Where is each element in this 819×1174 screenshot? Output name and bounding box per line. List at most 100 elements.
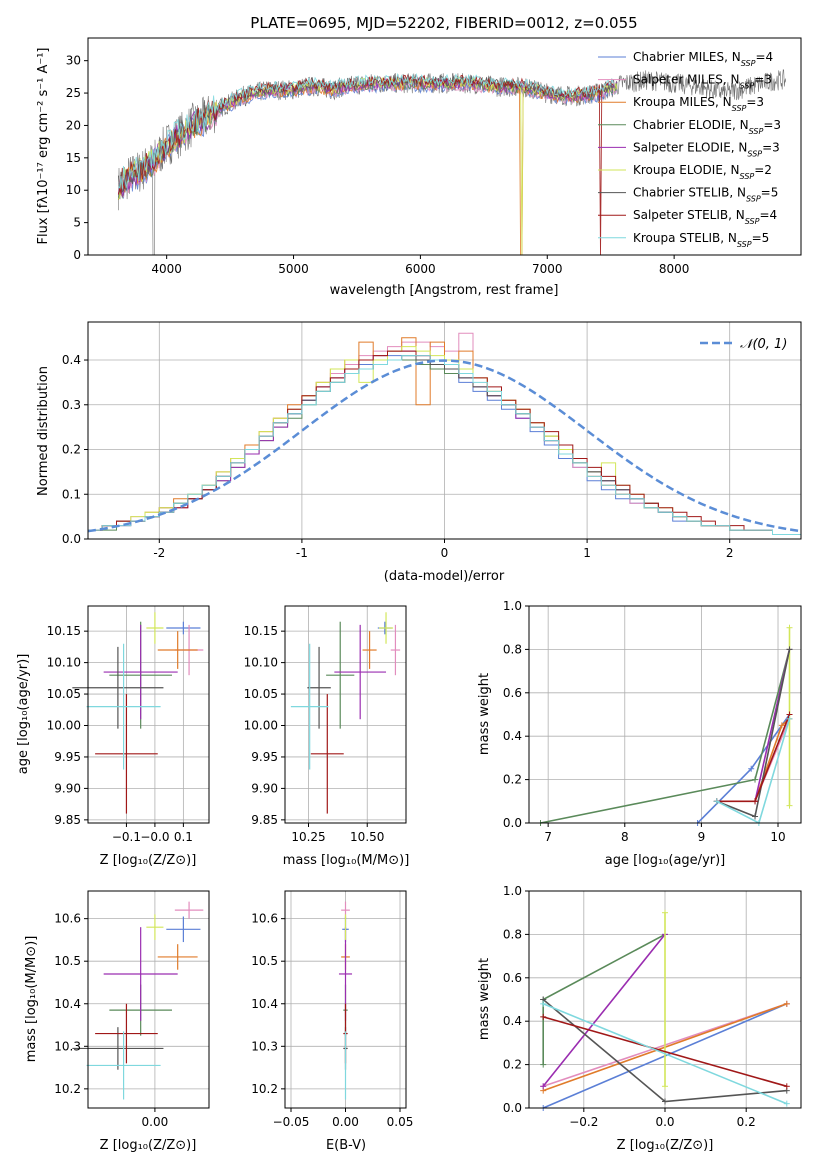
legend-label-salpeter_elodie: Salpeter ELODIE, NSSP=3 [633, 140, 780, 158]
mass-vs-z-xlabel: Z [log₁₀(Z/Z⊙)] [100, 1138, 197, 1153]
p-wAge-ytick-label: 0.4 [503, 729, 522, 743]
legend-label-kroupa_miles: Kroupa MILES, NSSP=3 [633, 95, 764, 113]
p-spectrum-ytick-label: 30 [66, 54, 81, 68]
mass-vs-z-grid [88, 891, 209, 1108]
p-massE-ytick-label: 10.5 [251, 954, 278, 968]
gaussian-curve [87, 359, 802, 533]
p-ageZ-xtick-label: −0.1 [112, 830, 141, 844]
p-wAge-ytick-label: 0.8 [503, 642, 522, 656]
legend-label-kroupa_elodie: Kroupa ELODIE, NSSP=2 [633, 163, 772, 181]
p-ageM-ytick-label: 10.00 [244, 719, 278, 733]
mass-vs-z-panel: 0.00 10.2 10.3 10.4 10.5 10.6 Z [log₁₀(Z/Z⊙)]… [24, 890, 210, 1153]
p-massZ-ytick-label: 10.3 [54, 1039, 81, 1053]
weight-vs-z-ylabel: mass weight [477, 958, 492, 1040]
p-massE-xtick-label: 0.00 [332, 1115, 359, 1129]
legend-label-salpeter_miles: Salpeter MILES, NSSP=3 [633, 73, 772, 91]
p-spectrum-ytick-label: 15 [66, 151, 81, 165]
p-spectrum-ytick-label: 5 [73, 216, 81, 230]
p-massZ-ytick-label: 10.2 [54, 1082, 81, 1096]
age-vs-mass-xlabel: mass [log₁₀(M/M⊙)] [283, 853, 410, 868]
age-vs-z-ticks: −0.1 −0.0 0.1 9.85 9.90 9.95 10.00 10.05 10.10 10… [47, 624, 193, 844]
age-vs-z-panel: −0.1 −0.0 0.1 9.85 9.90 9.95 10.00 10.05 10.10 10… [16, 605, 210, 868]
p-wAge-xtick-label: 8 [621, 830, 629, 844]
p-massZ-xtick-label: 0.00 [142, 1115, 169, 1129]
spectrum-panel: PLATE=0695, MJD=52202, FIBERID=0012, z=0… [36, 14, 802, 298]
spectrum-marks [117, 69, 787, 256]
p-massZ-ytick-label: 10.4 [54, 997, 81, 1011]
model-spectrum-kroupa_stelib [118, 72, 614, 189]
p-hist-xtick-label: 1 [583, 546, 591, 560]
p-spectrum-ytick-label: 10 [66, 183, 81, 197]
p-massE-ytick-label: 10.4 [251, 997, 278, 1011]
weight-vs-age-marks [537, 624, 793, 826]
p-ageZ-ytick-label: 10.05 [47, 687, 81, 701]
mass-vs-ebv-ticks: −0.05 0.00 0.05 10.2 10.3 10.4 10.5 10.6 [251, 912, 413, 1129]
age-vs-z-marks [72, 612, 204, 814]
spectrum-ticks: 4000 5000 6000 7000 8000 0 5 10 15 20 25 30 [66, 54, 690, 276]
mass-vs-z-frame [87, 890, 210, 1109]
p-hist-xtick-label: -1 [296, 546, 308, 560]
p-hist-ytick-label: 0.2 [62, 443, 81, 457]
p-wZ-xtick-label: −0.2 [569, 1115, 598, 1129]
p-ageZ-xtick-label: −0.0 [140, 830, 169, 844]
legend-label-chabrier_stelib: Chabrier STELIB, NSSP=5 [633, 186, 778, 204]
legend-label-chabrier_miles: Chabrier MILES, NSSP=4 [633, 50, 773, 68]
spectrum-xlabel: wavelength [Angstrom, rest frame] [330, 283, 559, 298]
p-ageM-xtick-label: 10.25 [291, 830, 325, 844]
p-ageZ-ytick-label: 10.00 [47, 719, 81, 733]
p-hist-ytick-label: 0.0 [62, 532, 81, 546]
histogram-panel: -2 -1 0 1 2 0.0 0.1 0.2 0.3 0.4 (data-model)/erro… [36, 321, 802, 584]
p-hist-xtick-label: -2 [153, 546, 165, 560]
p-massZ-ytick-label: 10.5 [54, 954, 81, 968]
p-wZ-ytick-label: 0.0 [503, 1101, 522, 1115]
legend-label-kroupa_stelib: Kroupa STELIB, NSSP=5 [633, 231, 769, 249]
mass-vs-z-marks [72, 901, 204, 1100]
p-massE-ytick-label: 10.2 [251, 1082, 278, 1096]
weight-vs-age-ylabel: mass weight [477, 673, 492, 755]
p-wZ-line-salpeter_stelib [542, 1016, 788, 1088]
model-spectrum-chabrier_stelib [117, 74, 614, 193]
p-wAge-ytick-label: 0.2 [503, 773, 522, 787]
spectrum-ylabel: Flux [fλ10⁻¹⁷ erg cm⁻² s⁻¹ A⁻¹] [36, 48, 51, 245]
p-wZ-ytick-label: 0.6 [503, 971, 522, 985]
mass-vs-z-ylabel: mass [log₁₀(M/M⊙)] [24, 936, 39, 1063]
p-ageM-ytick-label: 9.85 [251, 813, 278, 827]
p-massE-ytick-label: 10.3 [251, 1039, 278, 1053]
p-wAge-ytick-label: 1.0 [503, 599, 522, 613]
p-ageM-ytick-label: 10.05 [244, 687, 278, 701]
p-spectrum-xtick-label: 7000 [532, 262, 563, 276]
p-hist-ytick-label: 0.1 [62, 487, 81, 501]
weight-vs-z-panel: −0.2 0.0 0.2 0.0 0.2 0.4 0.6 0.8 1.0 Z [log₁₀(Z/… [477, 884, 802, 1153]
mass-vs-z-ticks: 0.00 10.2 10.3 10.4 10.5 10.6 [54, 912, 168, 1129]
p-hist-ytick-label: 0.4 [62, 353, 81, 367]
histogram-xlabel: (data-model)/error [384, 569, 505, 584]
age-vs-z-ylabel: age [log₁₀(age/yr)] [16, 654, 31, 775]
p-spectrum-ytick-label: 20 [66, 118, 81, 132]
weight-vs-age-xlabel: age [log₁₀(age/yr)] [605, 853, 726, 868]
spectrum-frame [87, 37, 802, 256]
p-ageM-ytick-label: 9.95 [251, 750, 278, 764]
weight-vs-age-frame [528, 605, 802, 824]
p-hist-ytick-label: 0.3 [62, 398, 81, 412]
p-wZ-xtick-label: 0.2 [737, 1115, 756, 1129]
spectrum-legend: Chabrier MILES, NSSP=4 Salpeter MILES, NS… [598, 50, 781, 248]
p-ageZ-xtick-label: 0.1 [174, 830, 193, 844]
p-spectrum-xtick-label: 4000 [151, 262, 182, 276]
legend-label-chabrier_elodie: Chabrier ELODIE, NSSP=3 [633, 118, 781, 136]
p-hist-xtick-label: 0 [441, 546, 449, 560]
age-vs-z-xlabel: Z [log₁₀(Z/Z⊙)] [100, 853, 197, 868]
p-ageZ-ytick-label: 10.10 [47, 656, 81, 670]
age-vs-mass-ticks: 10.25 10.50 9.85 9.90 9.95 10.00 10.05 10.10 10.… [244, 624, 385, 844]
p-spectrum-xtick-label: 6000 [405, 262, 436, 276]
p-ageZ-ytick-label: 10.15 [47, 624, 81, 638]
p-wAge-ytick-label: 0.6 [503, 686, 522, 700]
histogram-marks [87, 332, 802, 539]
weight-vs-z-xlabel: Z [log₁₀(Z/Z⊙)] [617, 1138, 714, 1153]
p-massE-xtick-label: 0.05 [387, 1115, 414, 1129]
p-spectrum-xtick-label: 8000 [659, 262, 690, 276]
p-wAge-xtick-label: 9 [698, 830, 706, 844]
p-wAge-xtick-label: 10 [770, 830, 785, 844]
